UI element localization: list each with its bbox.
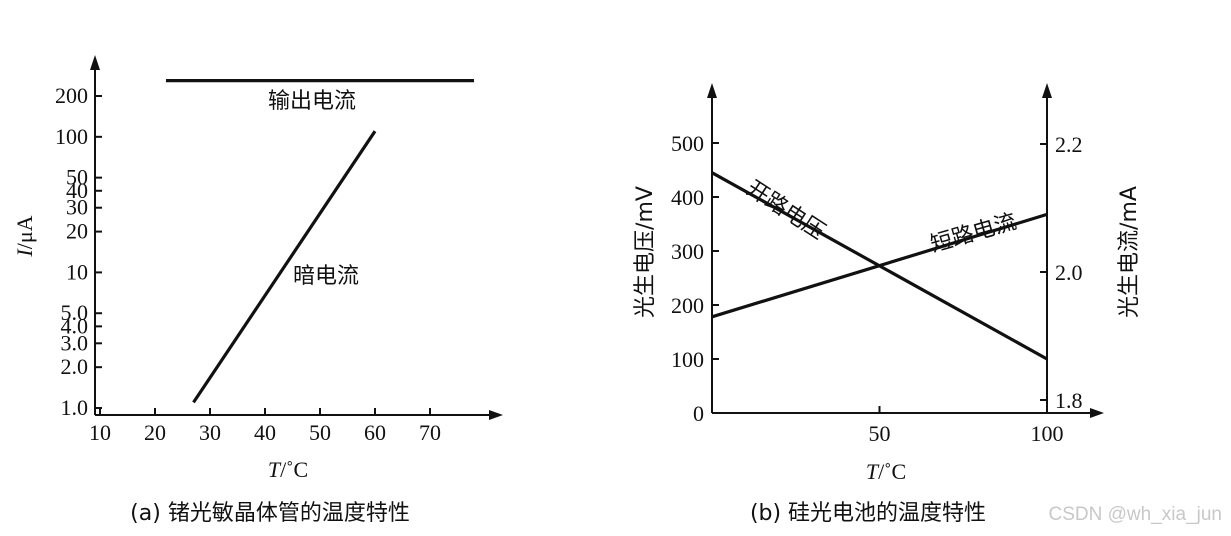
- x-tick-label: 50: [869, 421, 891, 446]
- x-tick-label: 10: [89, 420, 111, 445]
- left-tick-label: 500: [671, 131, 704, 156]
- series-line-dark-current: [192, 130, 377, 404]
- right-tick-label: 2.0: [1055, 260, 1083, 285]
- y-tick-label: 5.0: [61, 300, 89, 325]
- left-tick-label: 400: [671, 185, 704, 210]
- chart-b-caption: (b) 硅光电池的温度特性: [750, 501, 986, 526]
- right-tick-label: 2.2: [1055, 132, 1083, 157]
- y-tick-label: 20: [66, 219, 88, 244]
- left-tick-label: 0: [693, 401, 704, 426]
- chart-b-x-var: T: [866, 459, 880, 484]
- left-tick-label: 200: [671, 293, 704, 318]
- left-tick-label: 100: [671, 347, 704, 372]
- y-tick-label: 40: [66, 178, 88, 203]
- chart-a-y-unit: /μA: [12, 215, 37, 249]
- y-tick-label: 4.0: [61, 313, 89, 338]
- chart-b-right-axis-arrow: [1042, 83, 1052, 98]
- chart-a-x-axis-arrow: [489, 410, 503, 420]
- chart-b-x-unit: /˚C: [878, 459, 906, 484]
- chart-a-x-unit: /˚C: [280, 457, 308, 482]
- left-tick-label: 300: [671, 239, 704, 264]
- chart-b-left-axis-label: 光生电压/mV: [633, 186, 658, 318]
- chart-b: 50 100 0 100 200 300 400 500 1.8 2.0 2.2 开路电压 短路…: [633, 83, 1142, 526]
- right-tick-label: 1.8: [1055, 388, 1083, 413]
- series-label-output-current: 输出电流: [268, 89, 356, 114]
- y-tick-label: 2.0: [61, 354, 89, 379]
- chart-a-x-axis-label: T/˚C: [268, 457, 308, 482]
- series-line-short-circuit-current: [711, 212, 1048, 319]
- chart-b-x-axis-label: T/˚C: [866, 459, 906, 484]
- y-tick-label: 10: [66, 259, 88, 284]
- x-tick-label: 100: [1031, 421, 1064, 446]
- series-label-open-circuit-voltage: 开路电压: [742, 176, 829, 245]
- y-tick-label: 100: [55, 124, 88, 149]
- chart-b-right-axis-label: 光生电流/mA: [1117, 186, 1142, 318]
- series-label-dark-current: 暗电流: [293, 264, 359, 289]
- y-tick-label: 1.0: [61, 395, 89, 420]
- y-tick-label: 50: [66, 165, 88, 190]
- chart-b-x-axis-arrow: [1090, 408, 1104, 418]
- chart-a-caption: (a) 锗光敏晶体管的温度特性: [130, 501, 410, 526]
- chart-a-x-var: T: [268, 457, 282, 482]
- chart-a: 10 20 30 40 50 60 70 1.02.03.04.05.01020304050…: [12, 55, 503, 526]
- x-tick-label: 20: [144, 420, 166, 445]
- watermark: CSDN @wh_xia_jun: [1049, 504, 1222, 525]
- chart-a-y-axis-label: I/μA: [12, 215, 37, 257]
- x-tick-label: 70: [419, 420, 441, 445]
- y-tick-label: 200: [55, 83, 88, 108]
- chart-a-y-axis-arrow: [90, 55, 100, 70]
- x-tick-label: 50: [309, 420, 331, 445]
- y-tick-label: 30: [66, 195, 88, 220]
- x-tick-label: 30: [199, 420, 221, 445]
- x-tick-label: 40: [254, 420, 276, 445]
- series-label-short-circuit-current: 短路电流: [928, 209, 1019, 257]
- x-tick-label: 60: [364, 420, 386, 445]
- chart-b-left-axis-arrow: [707, 83, 717, 98]
- chart-a-y-var: I: [12, 248, 37, 258]
- y-tick-label: 3.0: [61, 330, 89, 355]
